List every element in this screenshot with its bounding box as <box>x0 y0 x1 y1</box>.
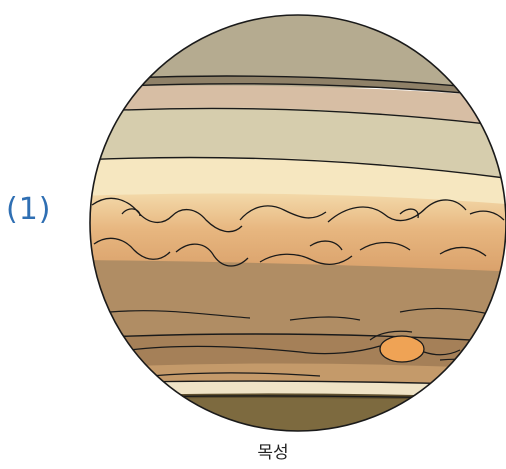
item-number: (1) <box>6 192 52 227</box>
band-top-cap <box>90 15 506 88</box>
planet-bands <box>90 15 506 431</box>
great-red-spot <box>379 335 425 363</box>
band-brown <box>90 260 506 345</box>
band-turbulent <box>90 193 506 275</box>
band-light-tan <box>90 107 506 180</box>
band-thin-dark <box>90 76 506 98</box>
planet-outline <box>89 14 506 432</box>
turbulent-swirls <box>91 197 505 267</box>
band-pink <box>90 85 506 128</box>
planet-label: 목성 <box>257 443 289 463</box>
